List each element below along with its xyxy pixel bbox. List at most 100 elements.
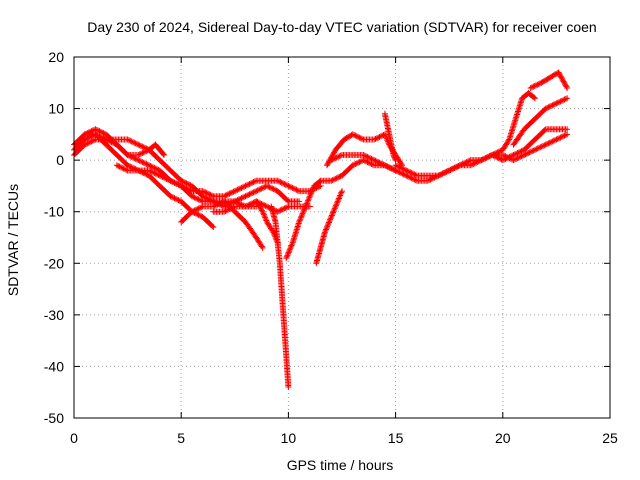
data-point (403, 172, 410, 179)
data-point (333, 201, 340, 208)
series-track-1 (71, 131, 217, 231)
data-point (455, 162, 462, 169)
data-point (352, 132, 359, 139)
data-point (259, 201, 266, 208)
data-point (83, 141, 90, 148)
data-point (481, 155, 488, 162)
data-point (210, 198, 217, 205)
data-point (93, 126, 100, 133)
data-point (375, 159, 382, 166)
data-point (435, 172, 442, 179)
data-point (296, 219, 303, 226)
data-point (194, 206, 201, 213)
data-point (289, 184, 296, 191)
data-point (400, 171, 407, 178)
data-point (412, 171, 419, 178)
data-point (507, 155, 514, 162)
data-point (424, 177, 431, 184)
data-point (411, 171, 418, 178)
data-point (560, 133, 567, 140)
series-track-5 (113, 162, 324, 200)
data-point (172, 180, 179, 187)
data-point (404, 173, 411, 180)
data-point (542, 141, 549, 148)
data-point (179, 178, 186, 185)
data-point (190, 208, 197, 215)
data-point (207, 191, 214, 198)
data-point (225, 201, 232, 208)
data-point (471, 160, 478, 167)
data-point (136, 157, 143, 164)
data-point (330, 176, 337, 183)
data-point (99, 129, 106, 136)
data-point (458, 161, 465, 168)
data-point (148, 168, 155, 175)
grid (74, 57, 610, 418)
data-point (450, 165, 457, 172)
data-point (326, 218, 333, 225)
data-point (214, 201, 221, 208)
data-point (534, 145, 541, 152)
data-point (277, 179, 284, 186)
data-point (371, 157, 378, 164)
data-point (328, 177, 335, 184)
data-point (221, 193, 228, 200)
data-point (375, 134, 382, 141)
data-point (561, 96, 568, 103)
data-point (360, 157, 367, 164)
data-point (292, 186, 299, 193)
data-point (336, 173, 343, 180)
data-point (188, 208, 195, 215)
data-point (196, 197, 203, 204)
data-point (564, 131, 571, 138)
data-point (265, 204, 272, 211)
data-point (135, 151, 142, 158)
data-point (510, 157, 517, 164)
data-point (335, 196, 342, 203)
data-point (156, 172, 163, 179)
data-point (368, 161, 375, 168)
data-point (199, 188, 206, 195)
data-point (337, 192, 344, 199)
data-point (556, 72, 563, 79)
data-point (529, 84, 536, 91)
data-point (172, 195, 179, 202)
data-point (330, 209, 337, 216)
data-point (250, 179, 257, 186)
data-point (436, 171, 443, 178)
data-point (259, 244, 266, 251)
plot-frame (73, 56, 611, 419)
data-point (101, 135, 108, 142)
data-point (564, 95, 571, 102)
data-point (174, 196, 181, 203)
data-point (285, 250, 292, 257)
data-point (96, 133, 103, 140)
data-points (71, 69, 571, 391)
data-point (293, 186, 300, 193)
data-point (148, 163, 155, 170)
data-point (265, 183, 272, 190)
data-point (278, 179, 285, 186)
data-point (558, 133, 565, 140)
data-point (388, 165, 395, 172)
data-point (550, 101, 557, 108)
data-point (243, 192, 250, 199)
data-point (95, 127, 102, 134)
data-point (175, 197, 182, 204)
data-point (140, 144, 147, 151)
data-point (499, 157, 506, 164)
data-point (529, 148, 536, 155)
data-point (530, 94, 537, 101)
data-point (140, 159, 147, 166)
data-point (194, 195, 201, 202)
data-point (325, 219, 332, 226)
data-point (146, 162, 153, 169)
data-point (337, 191, 344, 198)
data-point (442, 169, 449, 176)
data-point (482, 155, 489, 162)
data-point (390, 153, 397, 160)
data-point (170, 179, 177, 186)
data-point (396, 169, 403, 176)
data-point (365, 154, 372, 161)
data-point (286, 183, 293, 190)
